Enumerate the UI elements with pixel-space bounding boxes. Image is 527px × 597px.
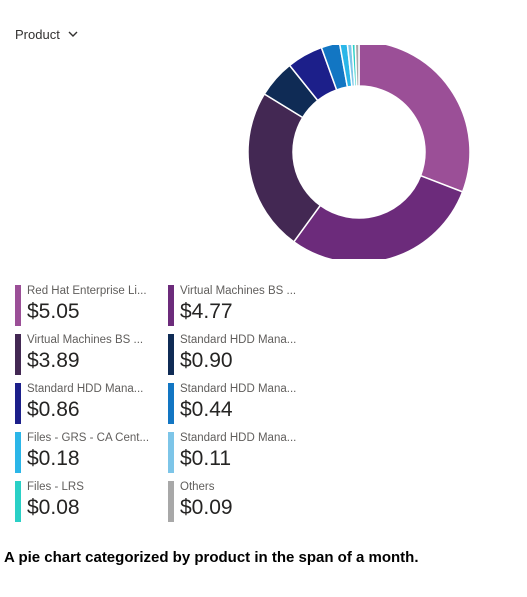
legend-item[interactable]: Files - GRS - CA Cent... $0.18 <box>15 431 168 474</box>
legend-swatch <box>168 383 174 424</box>
legend-label: Others <box>180 481 215 493</box>
legend-swatch <box>15 383 21 424</box>
legend-label: Files - LRS <box>27 481 84 493</box>
legend-swatch <box>15 481 21 522</box>
product-dropdown-label: Product <box>15 26 60 42</box>
legend-label: Virtual Machines BS ... <box>180 285 297 297</box>
legend-value: $0.11 <box>180 447 231 470</box>
legend-item[interactable]: Standard HDD Mana... $0.90 <box>168 333 321 376</box>
legend-label: Files - GRS - CA Cent... <box>27 432 150 444</box>
legend-swatch <box>168 334 174 375</box>
donut-slice-2[interactable] <box>292 174 464 259</box>
legend-item[interactable]: Standard HDD Mana... $0.86 <box>15 382 168 425</box>
legend-swatch <box>15 334 21 375</box>
donut-slice-3[interactable] <box>247 92 322 243</box>
chevron-down-icon <box>68 31 78 37</box>
legend-label: Red Hat Enterprise Li... <box>27 285 147 297</box>
legend-value: $0.44 <box>180 398 233 421</box>
legend-item[interactable]: Red Hat Enterprise Li... $5.05 <box>15 284 168 327</box>
legend-item[interactable]: Standard HDD Mana... $0.11 <box>168 431 321 474</box>
legend-item[interactable]: Virtual Machines BS ... $3.89 <box>15 333 168 376</box>
legend-value: $4.77 <box>180 300 233 323</box>
legend-label: Standard HDD Mana... <box>180 334 297 346</box>
legend-swatch <box>168 432 174 473</box>
legend-item[interactable]: Files - LRS $0.08 <box>15 480 168 523</box>
legend-swatch <box>15 285 21 326</box>
legend-item[interactable]: Standard HDD Mana... $0.44 <box>168 382 321 425</box>
donut-slice-1[interactable] <box>358 45 471 193</box>
product-dropdown[interactable]: Product <box>15 25 78 43</box>
legend-swatch <box>168 481 174 522</box>
donut-chart <box>247 45 471 259</box>
legend-value: $0.09 <box>180 496 233 519</box>
donut-slice-10[interactable] <box>354 45 360 87</box>
legend-swatch <box>15 432 21 473</box>
legend-item[interactable]: Virtual Machines BS ... $4.77 <box>168 284 321 327</box>
legend-swatch <box>168 285 174 326</box>
legend-label: Virtual Machines BS ... <box>27 334 144 346</box>
legend-label: Standard HDD Mana... <box>180 383 297 395</box>
legend-value: $0.86 <box>27 398 80 421</box>
legend-value: $0.08 <box>27 496 80 519</box>
legend-label: Standard HDD Mana... <box>27 383 144 395</box>
legend-label: Standard HDD Mana... <box>180 432 297 444</box>
legend-value: $5.05 <box>27 300 80 323</box>
figure-caption: A pie chart categorized by product in th… <box>4 549 419 566</box>
legend-item[interactable]: Others $0.09 <box>168 480 321 523</box>
chart-legend: Red Hat Enterprise Li... $5.05 Virtual Mac… <box>15 284 335 523</box>
legend-value: $0.18 <box>27 447 80 470</box>
legend-value: $0.90 <box>180 349 233 372</box>
legend-value: $3.89 <box>27 349 80 372</box>
